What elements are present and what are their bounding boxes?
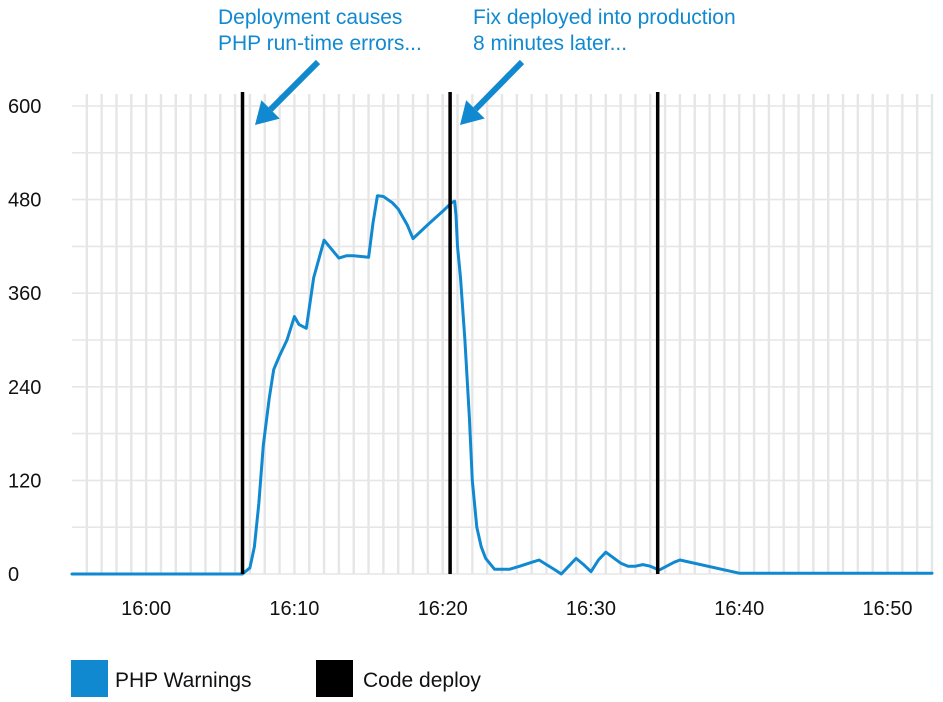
y-tick-label: 480: [8, 190, 41, 212]
annotation-arrow-shaft: [473, 59, 525, 112]
y-tick-label: 600: [8, 96, 41, 118]
annotation-line: PHP run-time errors...: [218, 32, 422, 55]
y-tick-label: 120: [8, 470, 41, 492]
x-tick-label: 16:50: [862, 598, 912, 620]
grid-lines: [72, 94, 934, 575]
annotation-line: 8 minutes later...: [473, 32, 627, 55]
annotation-line: Fix deployed into production: [473, 6, 736, 29]
annotation-line: Deployment causes: [218, 6, 402, 29]
y-tick-label: 0: [8, 564, 19, 586]
php-warnings-line: [70, 194, 934, 576]
x-tick-label: 16:30: [566, 598, 616, 620]
legend-swatch: [316, 660, 353, 697]
x-axis-tick-labels: 16:00 16:10 16:20 16:30 16:40 16:50: [121, 598, 912, 620]
x-tick-label: 16:00: [121, 598, 171, 620]
x-tick-label: 16:40: [714, 598, 764, 620]
x-tick-label: 16:10: [269, 598, 319, 620]
annotation-arrow-shaft: [268, 59, 321, 112]
y-axis-tick-labels: 0 120 240 360 480 600: [8, 96, 41, 586]
deploy-markers: [240, 92, 660, 574]
y-tick-label: 240: [8, 377, 41, 399]
annotation-arrow-head: [460, 100, 485, 125]
y-tick-label: 360: [8, 283, 41, 305]
legend: PHP Warnings Code deploy: [71, 660, 481, 697]
legend-swatch: [71, 660, 108, 697]
annotation-text: Deployment causes PHP run-time errors...: [218, 6, 422, 55]
legend-label: Code deploy: [363, 669, 481, 692]
legend-label: PHP Warnings: [115, 669, 252, 692]
annotation-arrow-head: [255, 100, 280, 125]
annotation-text: Fix deployed into production 8 minutes la…: [473, 6, 736, 55]
annotations: Deployment causes PHP run-time errors... F…: [218, 6, 736, 125]
x-tick-label: 16:20: [418, 598, 468, 620]
series-layer: [70, 194, 934, 576]
